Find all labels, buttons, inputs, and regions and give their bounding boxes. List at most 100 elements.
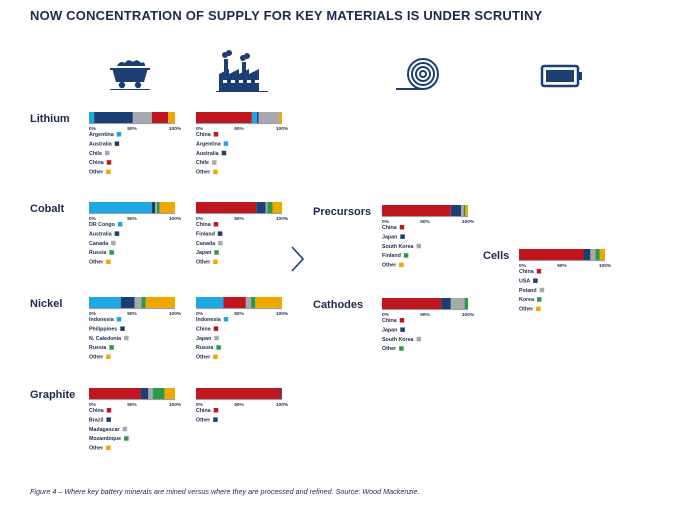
- lithium-mining-bar-segment: [89, 112, 95, 123]
- cobalt-refining-legend-swatch: [217, 231, 223, 236]
- cathodes-components-legend-label: South Korea: [382, 337, 414, 343]
- cells-cells-bar-segment: [519, 249, 584, 260]
- nickel-mining-legend-swatch: [116, 317, 122, 322]
- cathodes-components-bar-segment: [450, 298, 465, 309]
- cells-cells-tick-label: 100%: [599, 263, 612, 269]
- nickel-mining-tick-label: 100%: [169, 311, 182, 317]
- lithium-mining-tick-label: 0%: [89, 126, 97, 132]
- lithium-refining-bar-segment: [257, 112, 259, 123]
- cells-cells-legend-label: Korea: [519, 297, 534, 303]
- graphite-mining-bar-segment: [152, 388, 165, 399]
- lithium-refining-tick-label: 100%: [276, 126, 289, 132]
- cobalt-refining-legend-swatch: [218, 240, 223, 246]
- graphite-mining-legend-swatch: [106, 417, 111, 422]
- nickel-refining-legend-label: Other: [196, 355, 210, 361]
- nickel-mining-bar-segment: [134, 297, 142, 308]
- cells-cells-legend-swatch: [533, 278, 538, 283]
- lithium-mining-bar-segment: [151, 112, 169, 123]
- cobalt-refining-bar-segment: [265, 202, 268, 213]
- nickel-mining-legend-swatch: [109, 345, 114, 350]
- cells-cells-bar-segment: [590, 249, 596, 260]
- graphite-mining-legend-label: Brazil: [89, 417, 104, 423]
- row-label-precursors: Precursors: [313, 206, 371, 218]
- graphite-mining-legend-label: China: [89, 408, 104, 414]
- cathodes-components-tick-label: 100%: [462, 312, 475, 318]
- lithium-mining-legend-label: China: [89, 160, 104, 166]
- graphite-mining-legend-label: Other: [89, 446, 103, 452]
- precursors-components-legend-swatch: [416, 243, 421, 249]
- nickel-mining-legend-swatch: [124, 335, 129, 341]
- nickel-refining-bar-segment: [196, 297, 224, 308]
- graphite-mining-bar-segment: [164, 388, 175, 399]
- cobalt-mining-tick-label: 100%: [169, 216, 182, 222]
- nickel-refining-legend-swatch: [214, 335, 219, 341]
- cable-coil-icon: [394, 57, 440, 98]
- cobalt-mining-legend-swatch: [106, 259, 111, 265]
- lithium-refining-legend-swatch: [211, 160, 217, 165]
- nickel-mining-legend-label: Indonesia: [89, 317, 114, 323]
- graphite-mining-legend-swatch: [106, 408, 112, 413]
- nickel-refining-legend-label: Russia: [196, 345, 213, 351]
- lithium-refining-bar-segment: [251, 112, 258, 123]
- chart-title: NOW CONCENTRATION OF SUPPLY FOR KEY MATE…: [30, 8, 543, 23]
- graphite-mining-tick-label: 0%: [89, 402, 97, 408]
- cobalt-refining-legend-label: Canada: [196, 241, 215, 247]
- lithium-refining-bar-segment: [258, 112, 280, 123]
- cathodes-components-legend-swatch: [416, 336, 421, 342]
- cathodes-components-legend-swatch: [399, 318, 405, 323]
- cobalt-mining-tick-label: 0%: [89, 216, 97, 222]
- cells-cells-legend-swatch: [539, 287, 545, 293]
- graphite-refining-tick-label: 0%: [196, 402, 204, 408]
- cobalt-refining-legend-label: China: [196, 222, 211, 228]
- cobalt-refining-bar-segment: [272, 202, 282, 213]
- precursors-components-legend-swatch: [400, 234, 405, 239]
- row-label-cells: Cells: [483, 250, 509, 262]
- cells-cells-bar-segment: [595, 249, 600, 260]
- precursors-components-tick-label: 0%: [382, 219, 390, 225]
- precursors-components-legend-label: Finland: [382, 253, 401, 259]
- lithium-mining-tick-label: 100%: [169, 126, 182, 132]
- graphite-mining-legend-swatch: [122, 426, 128, 432]
- lithium-mining-legend-label: Australia: [89, 141, 112, 147]
- cobalt-refining-bar-segment: [196, 202, 257, 213]
- cobalt-refining-legend-label: Other: [196, 260, 210, 266]
- lithium-refining-bar-segment: [279, 112, 282, 123]
- cathodes-components-tick-label: 50%: [420, 312, 430, 318]
- graphite-mining-tick-label: 100%: [169, 402, 182, 408]
- cobalt-refining-bar-segment: [267, 202, 273, 213]
- lithium-refining-legend-swatch: [213, 169, 218, 175]
- lithium-refining-legend-swatch: [213, 132, 219, 137]
- nickel-refining-legend-swatch: [213, 326, 219, 331]
- nickel-refining-bar-segment: [223, 297, 246, 308]
- mining-cart-icon: [108, 56, 152, 95]
- graphite-refining-bar-segment: [281, 388, 282, 399]
- cells-cells-legend-label: China: [519, 269, 534, 275]
- lithium-refining-legend-label: Argentina: [196, 141, 221, 147]
- lithium-refining-legend-swatch: [221, 150, 227, 156]
- lithium-mining-legend-swatch: [114, 141, 120, 146]
- nickel-refining-tick-label: 100%: [276, 311, 289, 317]
- precursors-components-bar-segment: [465, 205, 468, 216]
- nickel-refining-legend-label: Japan: [196, 336, 211, 342]
- nickel-refining-legend-swatch: [223, 317, 229, 322]
- nickel-mining-bar-segment: [145, 297, 175, 308]
- nickel-mining-legend-label: Philippines: [89, 326, 117, 332]
- nickel-mining-legend-label: Other: [89, 355, 103, 361]
- precursors-components-bar-segment: [450, 205, 462, 216]
- factory-icon: [216, 50, 268, 97]
- graphite-refining-legend-label: China: [196, 408, 211, 414]
- graphite-refining-legend-label: Other: [196, 417, 210, 423]
- graphite-refining-legend-swatch: [213, 408, 219, 413]
- cells-cells-legend-swatch: [536, 306, 541, 312]
- lithium-mining-bar-segment: [132, 112, 152, 123]
- nickel-mining-legend-swatch: [106, 354, 111, 360]
- nickel-refining-bar-segment: [245, 297, 252, 308]
- nickel-mining-bar-segment: [141, 297, 146, 308]
- cobalt-mining-bar-segment: [159, 202, 175, 213]
- cobalt-refining-tick-label: 0%: [196, 216, 204, 222]
- cathodes-components-legend-label: Other: [382, 346, 396, 352]
- nickel-mining-bar-segment: [89, 297, 121, 308]
- graphite-mining-legend-label: Madagascar: [89, 427, 120, 433]
- cobalt-mining-bar-segment: [155, 202, 157, 213]
- cobalt-refining-tick-label: 50%: [234, 216, 244, 222]
